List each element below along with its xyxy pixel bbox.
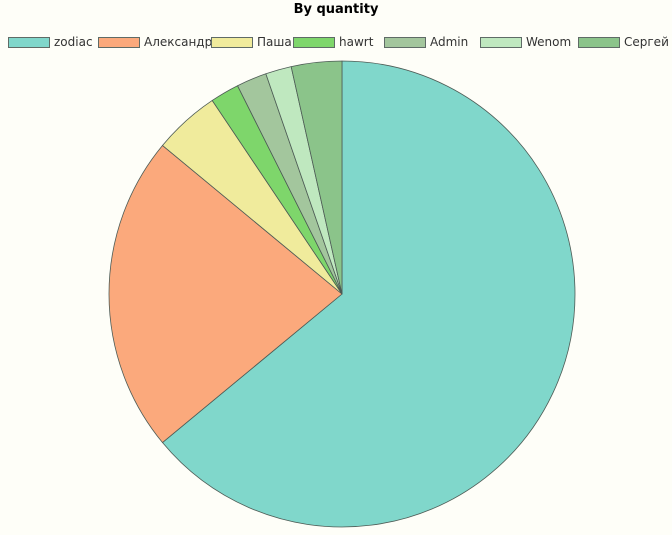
legend-label: hawrt xyxy=(339,35,374,49)
legend-swatch xyxy=(384,37,426,48)
legend-label: Admin xyxy=(430,35,469,49)
legend-swatch xyxy=(8,37,50,48)
legend-swatch xyxy=(578,37,620,48)
legend-swatch xyxy=(98,37,140,48)
legend-label: zodiac xyxy=(54,35,93,49)
pie-slice-6[interactable] xyxy=(290,60,343,295)
chart-title: By quantity xyxy=(293,2,379,17)
legend-swatch xyxy=(480,37,522,48)
legend-swatch xyxy=(211,37,253,48)
legend-label: Александр xyxy=(144,35,213,49)
legend-label: Wenom xyxy=(526,35,572,49)
legend-label: Паша xyxy=(257,35,292,49)
legend-swatch xyxy=(293,37,335,48)
pie-slice-1[interactable] xyxy=(108,145,343,443)
pie-slice-0[interactable] xyxy=(162,60,576,528)
legend-label: Сергей xyxy=(624,35,669,49)
